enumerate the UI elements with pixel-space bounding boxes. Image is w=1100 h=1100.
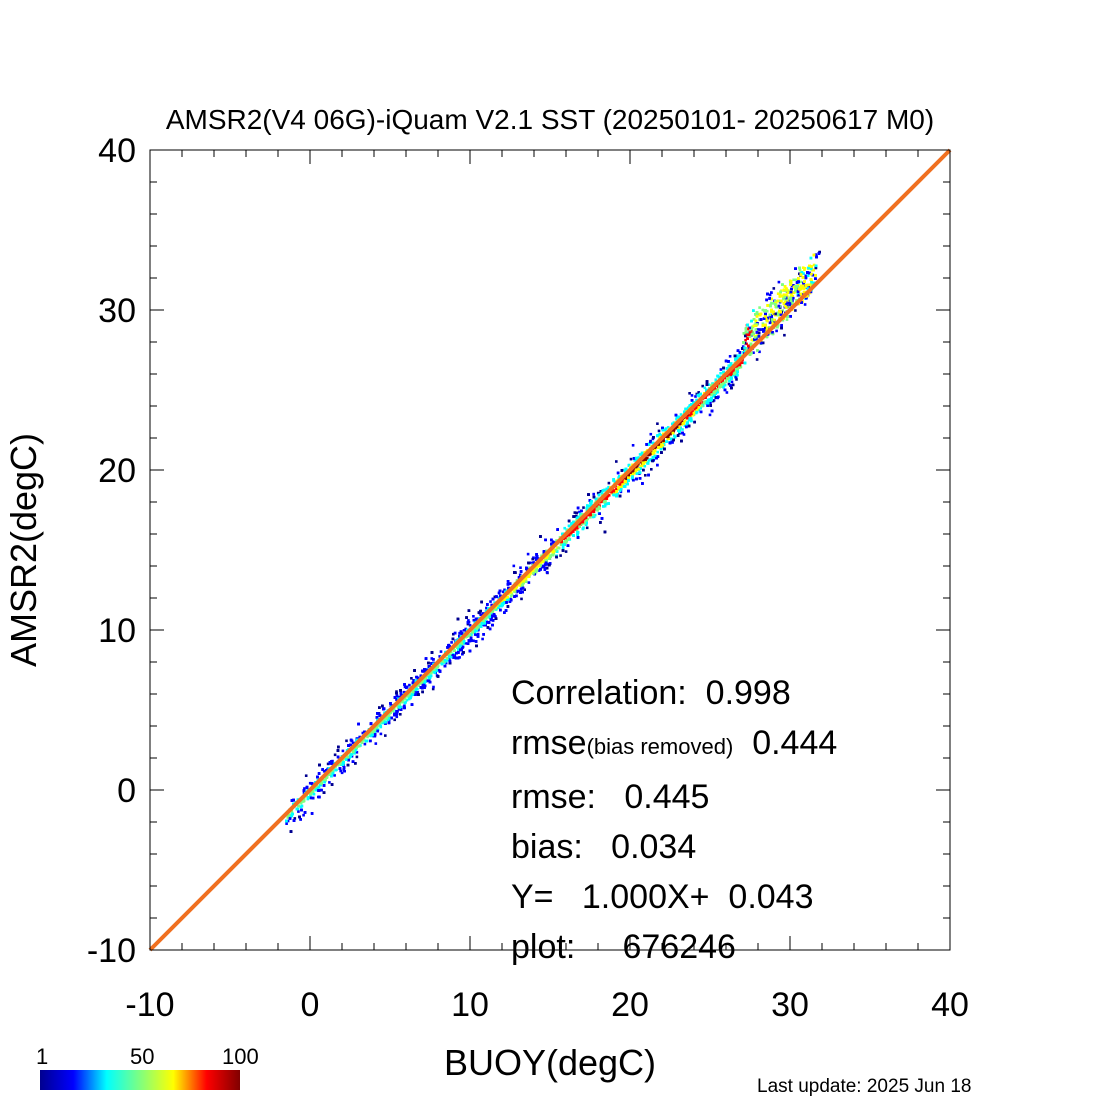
y-tick-label: 30 xyxy=(98,292,136,330)
x-tick-label: 0 xyxy=(301,986,320,1024)
stat-rmse: rmse: 0.445 xyxy=(511,778,710,816)
stat-correlation: Correlation: 0.998 xyxy=(511,674,791,712)
last-update-label: Last update: 2025 Jun 18 xyxy=(757,1076,972,1097)
chart-title: AMSR2(V4 06G)-iQuam V2.1 SST (20250101- … xyxy=(165,104,935,135)
x-tick-label: 10 xyxy=(451,986,489,1024)
y-tick-label: 20 xyxy=(98,452,136,490)
tick-marks xyxy=(149,149,951,951)
plot-frame xyxy=(149,149,951,951)
y-tick-label: -10 xyxy=(87,932,136,970)
x-tick-label: 20 xyxy=(611,986,649,1024)
x-axis-label: BUOY(degC) xyxy=(444,1042,656,1083)
statistics-panel: Correlation: 0.998 rmse(bias removed) 0.… xyxy=(511,668,837,972)
one-to-one-line xyxy=(148,148,952,952)
y-tick-label: 0 xyxy=(117,772,136,810)
stat-rmse-bias-removed: rmse(bias removed) 0.444 xyxy=(511,724,838,762)
stat-fit: Y= 1.000X+ 0.043 xyxy=(511,878,814,916)
y-tick-label: 10 xyxy=(98,612,136,650)
colorbar-tick-max: 100 xyxy=(222,1044,259,1069)
colorbar-tick-min: 1 xyxy=(36,1044,49,1069)
colorbar-tick-mid: 50 xyxy=(130,1044,155,1069)
x-tick-label: 40 xyxy=(931,986,969,1024)
stat-plot-count: plot: 676246 xyxy=(511,928,736,966)
stat-bias: bias: 0.034 xyxy=(511,828,697,866)
x-tick-label: 30 xyxy=(771,986,809,1024)
y-axis-label: AMSR2(degC) xyxy=(3,433,44,667)
colorbar xyxy=(40,1070,240,1090)
y-tick-label: 40 xyxy=(98,132,136,170)
x-tick-label: -10 xyxy=(125,986,174,1024)
